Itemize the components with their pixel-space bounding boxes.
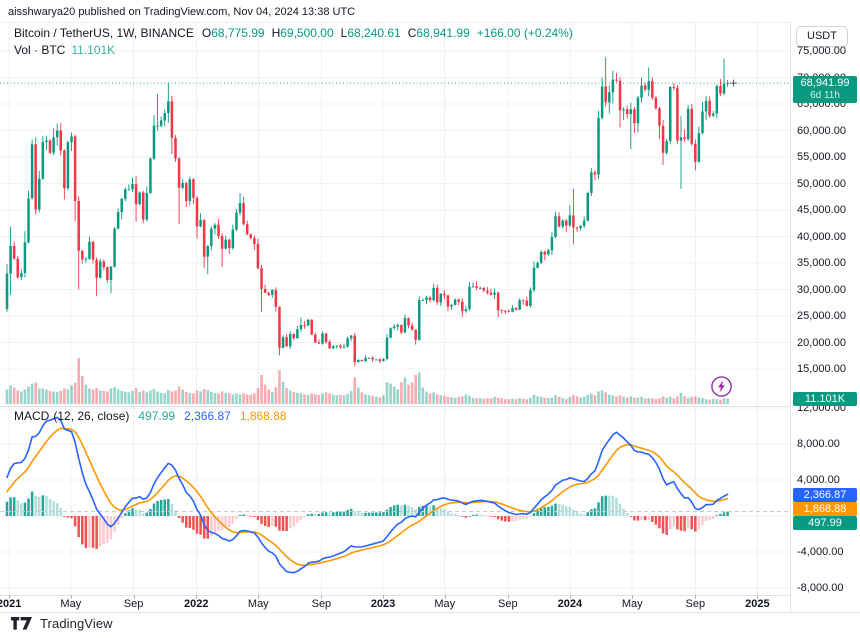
ohlc-letter: L	[340, 26, 348, 40]
time-axis-label: 2022	[184, 598, 209, 610]
time-axis-tick	[507, 595, 509, 599]
time-axis-label: May	[60, 598, 82, 610]
time-axis-label: May	[621, 598, 643, 610]
pane-separator[interactable]	[0, 406, 860, 407]
price-tick-label: 35,000.00	[797, 257, 846, 269]
widget-top-border	[0, 22, 860, 23]
time-axis-label: Sep	[498, 598, 518, 610]
price-tick-label: 15,000.00	[797, 363, 846, 375]
price-tick-label: 60,000.00	[797, 124, 846, 137]
price-tick-label: 75,000.00	[797, 45, 846, 57]
candlestick-series	[5, 57, 729, 367]
macd-line	[6, 416, 729, 574]
price-tick-label: 20,000.00	[797, 336, 846, 349]
macd-histogram-series	[5, 491, 729, 549]
time-axis-tick	[444, 595, 446, 599]
symbol-legend: Bitcoin / TetherUS, 1W, BINANCE O68,775.9…	[14, 26, 573, 40]
time-axis-label: 2025	[745, 598, 770, 610]
ohlc-letter: O	[201, 26, 212, 40]
ohlc-value: 69,500.00	[280, 26, 334, 40]
time-axis-tick	[569, 595, 571, 599]
currency-unit-button[interactable]: USDT	[796, 26, 848, 47]
macd-title[interactable]: MACD	[14, 409, 50, 423]
ohlc-letter: C	[407, 26, 417, 40]
time-axis[interactable]: 2021 May Sep 2022 May Sep 2023 May Sep 2024 May Sep…	[0, 595, 790, 613]
volume-axis-label: 11.101K	[793, 391, 857, 406]
published-byline: aisshwarya20 published on TradingView.co…	[8, 6, 356, 18]
ohlc-value: 68,240.61	[347, 26, 401, 40]
time-axis-tick	[757, 595, 759, 599]
price-axis-panel[interactable]: USDT 75,000.0070,000.0065,000.0060,000.0…	[790, 22, 860, 612]
widget-bottom-border	[0, 612, 860, 613]
time-axis-tick	[321, 595, 323, 599]
time-axis-tick	[258, 595, 260, 599]
signal-line	[6, 427, 729, 567]
last-price-axis-label: 68,941.99 6d 11h	[793, 76, 857, 104]
macd-hist-value: 497.99	[138, 409, 176, 423]
price-pane[interactable]	[0, 22, 790, 406]
time-axis-label: May	[434, 598, 456, 610]
time-axis-tick	[70, 595, 72, 599]
time-axis-label: 2023	[370, 598, 396, 610]
change-value: +166.00 (+0.24%)	[476, 26, 573, 40]
time-axis-label: May	[247, 598, 269, 610]
price-tick-label: 25,000.00	[797, 310, 846, 322]
ohlc-values: O68,775.99 H69,500.00 L68,240.61 C68,941.99	[202, 26, 477, 40]
brand-name[interactable]: TradingView	[40, 616, 113, 631]
macd-line-value: 2,366.87	[184, 409, 231, 423]
time-axis-border	[0, 595, 860, 596]
time-axis-tick	[9, 595, 11, 599]
macd-tick-label: -4,000.00	[797, 546, 844, 558]
time-axis-label: Sep	[311, 598, 332, 610]
volume-series	[5, 358, 729, 404]
time-axis-label: 2021	[0, 598, 22, 610]
macd-axis-value-label: 497.99	[793, 515, 857, 530]
ohlc-value: 68,941.99	[416, 26, 470, 40]
macd-legend: MACD (12, 26, close) 497.99 2,366.87 1,868.8…	[14, 409, 287, 423]
macd-axis-value-label: 1,868.88	[793, 501, 857, 516]
macd-params: (12, 26, close)	[53, 409, 130, 423]
price-tick-label: 55,000.00	[797, 151, 846, 163]
time-axis-tick	[695, 595, 697, 599]
time-axis-tick	[133, 595, 135, 599]
flash-icon	[710, 375, 733, 398]
macd-grid	[0, 406, 790, 595]
macd-pane[interactable]	[0, 406, 790, 595]
price-tick-label: 30,000.00	[797, 283, 846, 296]
time-axis-label: Sep	[123, 598, 144, 610]
macd-axis-value-label: 2,366.87	[793, 487, 857, 502]
macd-tick-label: 8,000.00	[797, 438, 840, 450]
volume-legend: Vol · BTC 11.101K	[14, 43, 115, 57]
time-axis-label: 2024	[557, 598, 583, 610]
tradingview-logo-icon[interactable]	[10, 616, 33, 631]
time-axis-label: Sep	[685, 598, 706, 610]
time-axis-tick	[196, 595, 198, 599]
price-tick-label: 50,000.00	[797, 177, 846, 190]
time-axis-tick	[632, 595, 634, 599]
price-grid	[0, 22, 790, 406]
last-bar-plus-marker	[730, 79, 738, 87]
symbol-title[interactable]: Bitcoin / TetherUS, 1W, BINANCE	[14, 26, 194, 40]
volume-legend-label: Vol · BTC	[14, 43, 66, 57]
macd-tick-label: -8,000.00	[797, 582, 844, 594]
price-tick-label: 40,000.00	[797, 230, 846, 243]
price-tick-label: 45,000.00	[797, 204, 846, 216]
time-axis-tick	[383, 595, 385, 599]
footer: TradingView	[10, 616, 113, 631]
ohlc-letter: H	[271, 26, 281, 40]
macd-signal-value: 1,868.88	[239, 409, 287, 423]
macd-tick-label: 4,000.00	[797, 474, 840, 486]
volume-legend-value: 11.101K	[71, 43, 116, 57]
ohlc-value: 68,775.99	[211, 26, 265, 40]
